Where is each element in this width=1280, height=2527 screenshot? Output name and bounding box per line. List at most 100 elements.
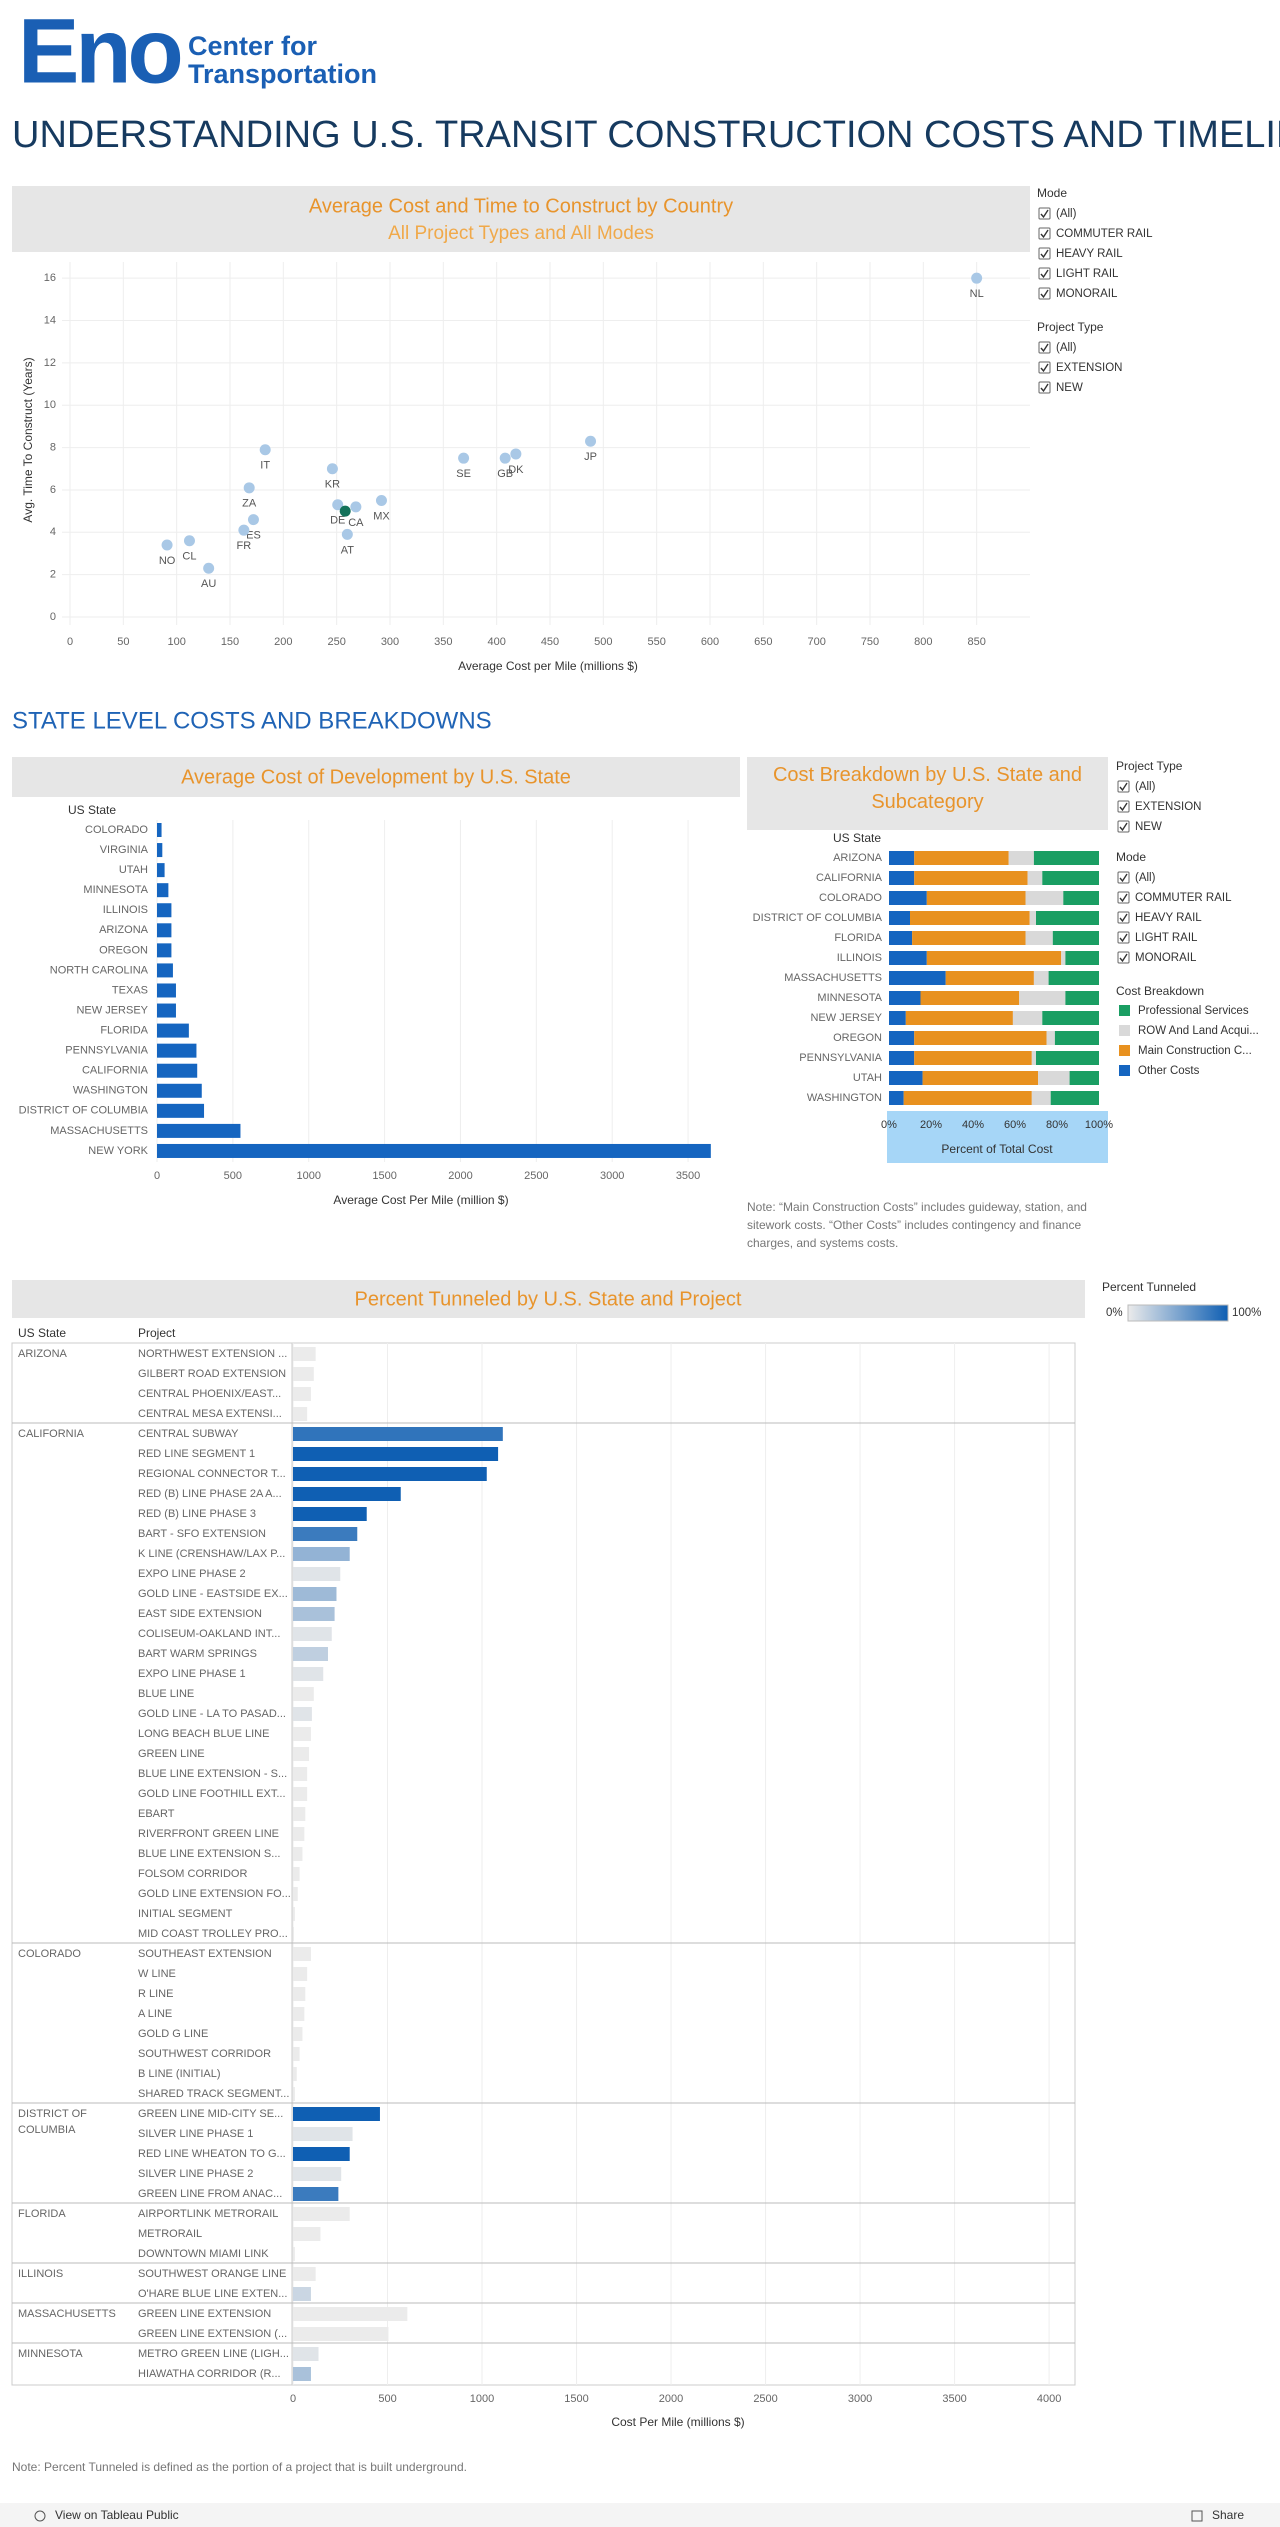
x-tick-label: 100 [167, 636, 185, 648]
filter-option[interactable]: (All) [1056, 208, 1077, 220]
project-label: K LINE (CRENSHAW/LAX P... [138, 1548, 285, 1560]
checkbox[interactable] [1117, 891, 1130, 904]
checkbox[interactable] [1038, 381, 1051, 394]
filter-option[interactable]: LIGHT RAIL [1135, 932, 1198, 944]
filter-option[interactable]: EXTENSION [1056, 362, 1122, 374]
point-label: CL [182, 551, 196, 563]
checkbox[interactable] [1117, 820, 1130, 833]
x-tick-label: 2500 [524, 1170, 548, 1182]
project-label: SOUTHWEST CORRIDOR [138, 2048, 271, 2060]
bar-segment [889, 851, 915, 865]
bar-segment [1063, 891, 1099, 905]
page-title: UNDERSTANDING U.S. TRANSIT CONSTRUCTION … [12, 114, 1280, 156]
checkbox[interactable] [1117, 871, 1130, 884]
filter-option[interactable]: (All) [1056, 342, 1077, 354]
project-label: SOUTHWEST ORANGE LINE [138, 2268, 286, 2280]
bar [293, 1687, 314, 1701]
bar-segment [889, 931, 913, 945]
bar-segment [889, 1091, 904, 1105]
bar-segment [914, 851, 1009, 865]
project-label: GREEN LINE EXTENSION (... [138, 2328, 287, 2340]
project-label: NORTHWEST EXTENSION ... [138, 1348, 287, 1360]
filter-option[interactable]: MONORAIL [1056, 288, 1118, 300]
bar [293, 1747, 310, 1761]
project-label: GREEN LINE EXTENSION [138, 2308, 271, 2320]
x-tick-label: 3000 [848, 2393, 872, 2405]
filter-option[interactable]: NEW [1056, 382, 1083, 394]
checkbox[interactable] [1038, 341, 1051, 354]
y-axis-label: Avg. Time To Construct (Years) [21, 357, 35, 522]
bar [293, 2147, 350, 2161]
filter-option[interactable]: COMMUTER RAIL [1056, 228, 1153, 240]
checkbox[interactable] [1117, 780, 1130, 793]
bar-segment [1054, 1031, 1099, 1045]
checkbox[interactable] [1038, 247, 1051, 260]
project-label: REGIONAL CONNECTOR T... [138, 1468, 286, 1480]
bar-segment [889, 1071, 923, 1085]
footer-share[interactable]: Share [1212, 2508, 1244, 2522]
project-label: CENTRAL MESA EXTENSI... [138, 1408, 282, 1420]
checkbox[interactable] [1117, 911, 1130, 924]
x-tick-label: 750 [861, 636, 879, 648]
project-label: BART WARM SPRINGS [138, 1648, 257, 1660]
checkbox[interactable] [1038, 227, 1051, 240]
bar-segment [889, 971, 946, 985]
share-icon [1191, 2510, 1203, 2522]
x-tick-label: 100% [1085, 1119, 1113, 1131]
section-heading: STATE LEVEL COSTS AND BREAKDOWNS [12, 707, 492, 734]
checkbox[interactable] [1038, 207, 1051, 220]
legend-swatch [1119, 1025, 1130, 1036]
filter-option[interactable]: (All) [1135, 872, 1156, 884]
bar [293, 1527, 358, 1541]
project-label: EXPO LINE PHASE 1 [138, 1668, 246, 1680]
checkbox[interactable] [1038, 361, 1051, 374]
filter-option[interactable]: EXTENSION [1135, 801, 1201, 813]
filter-option[interactable]: COMMUTER RAIL [1135, 892, 1232, 904]
bar-segment [914, 1031, 1047, 1045]
y-tick-label: NORTH CAROLINA [50, 964, 149, 976]
bar [293, 1887, 298, 1901]
project-label: R LINE [138, 1988, 173, 2000]
table-frame [11, 1342, 1076, 2386]
state-label: ARIZONA [18, 1348, 67, 1360]
x-axis-label: Average Cost per Mile (millions $) [458, 659, 638, 673]
filter-option[interactable]: HEAVY RAIL [1056, 248, 1123, 260]
project-label: BLUE LINE EXTENSION - S... [138, 1768, 287, 1780]
checkbox[interactable] [1038, 267, 1051, 280]
bar [157, 1103, 205, 1118]
bar-segment [922, 1071, 1039, 1085]
y-tick-label: 12 [44, 357, 56, 369]
project-label: GOLD G LINE [138, 2028, 208, 2040]
footer-link[interactable]: View on Tableau Public [55, 2508, 179, 2522]
bar-segment [1033, 851, 1099, 865]
bar-segment [889, 1031, 915, 1045]
x-tick-label: 4000 [1037, 2393, 1061, 2405]
bar [293, 2327, 389, 2341]
checkbox[interactable] [1117, 951, 1130, 964]
checkmark [1040, 229, 1049, 239]
scatter-point [238, 524, 250, 536]
checkmark [1119, 893, 1128, 903]
point-label: AT [341, 544, 355, 556]
filter-option[interactable]: NEW [1135, 821, 1162, 833]
x-tick-label: 550 [647, 636, 665, 648]
x-tick-label: 0% [881, 1119, 897, 1131]
bar [293, 2367, 311, 2381]
filter-option[interactable]: LIGHT RAIL [1056, 268, 1119, 280]
note: Note: Percent Tunneled is defined as the… [12, 2460, 467, 2474]
checkbox[interactable] [1038, 287, 1051, 300]
checkbox[interactable] [1117, 931, 1130, 944]
filter-option[interactable]: HEAVY RAIL [1135, 912, 1202, 924]
filter-option[interactable]: (All) [1135, 781, 1156, 793]
chart-subtitle: All Project Types and All Modes [388, 223, 654, 244]
scatter-point [339, 505, 351, 517]
bar [293, 1987, 306, 2001]
project-label: RED LINE SEGMENT 1 [138, 1448, 255, 1460]
bar [157, 983, 176, 998]
project-label: GOLD LINE - LA TO PASAD... [138, 1708, 286, 1720]
state-label: CALIFORNIA [18, 1428, 85, 1440]
checkbox[interactable] [1117, 800, 1130, 813]
filter-option[interactable]: MONORAIL [1135, 952, 1197, 964]
state-label: COLORADO [18, 1948, 81, 1960]
y-tick-label: UTAH [119, 864, 148, 876]
